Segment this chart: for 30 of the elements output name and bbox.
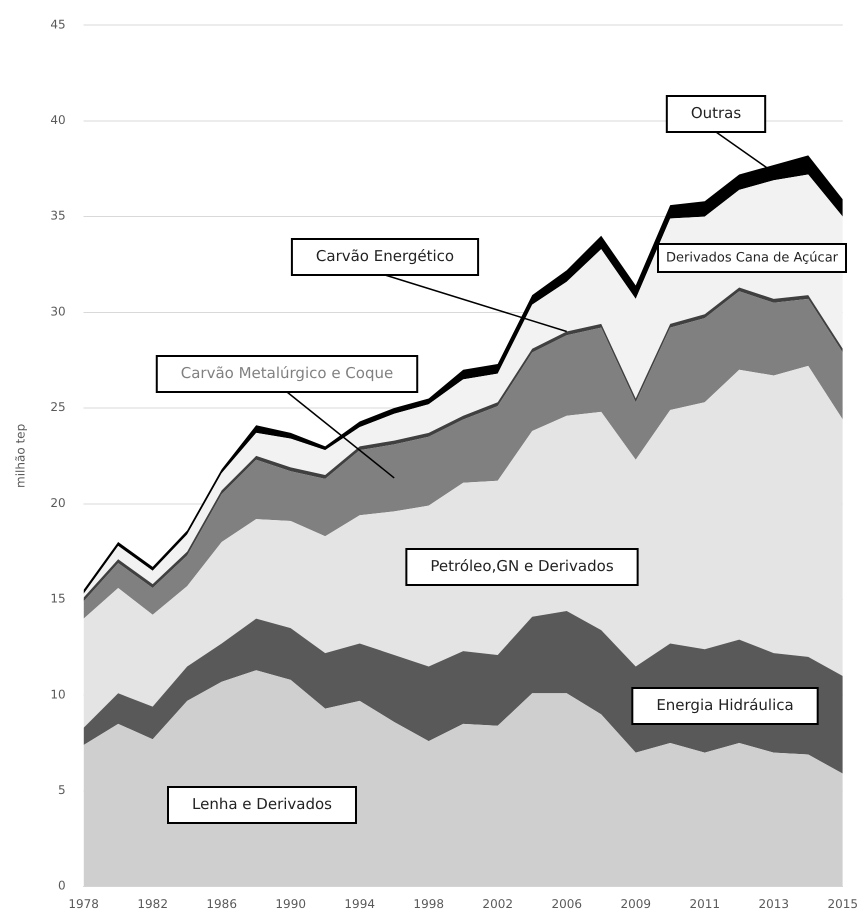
y-tick-label: 15 [50, 592, 66, 606]
y-tick-label: 35 [50, 208, 66, 223]
y-tick-label: 25 [50, 400, 66, 414]
series-label: Derivados Cana de Açúcar [666, 250, 839, 266]
y-tick-label: 30 [50, 304, 66, 318]
y-tick-label: 0 [58, 878, 66, 893]
series-label: Energia Hidráulica [656, 696, 794, 714]
y-axis-title: milhão tep [13, 424, 28, 488]
x-tick-label: 2006 [551, 896, 582, 911]
text: Carvão Energético [316, 246, 454, 265]
x-tick-label: 2013 [758, 896, 789, 911]
x-tick-label: 2002 [482, 896, 513, 911]
x-tick-label: 1990 [275, 896, 306, 911]
y-tick-label: 20 [50, 496, 66, 510]
x-tick-label: 2009 [620, 896, 651, 911]
series-label: Petróleo,GN e Derivados [430, 556, 614, 575]
y-tick-label: 10 [50, 687, 66, 702]
x-tick-label: 2011 [689, 896, 720, 911]
series-label: Lenha e Derivados [192, 794, 332, 813]
x-tick-label: 1982 [137, 896, 168, 911]
x-tick-label: 1998 [413, 896, 444, 911]
text: Carvão Metalúrgico e Coque [180, 364, 394, 382]
text: Outras [690, 104, 742, 122]
y-tick-label: 45 [50, 17, 66, 32]
x-tick-label: 1978 [68, 896, 99, 911]
x-tick-label: 1986 [206, 896, 237, 911]
y-tick-label: 40 [50, 113, 66, 128]
y-tick-label: 5 [58, 783, 66, 798]
x-tick-label: 1994 [344, 896, 375, 911]
x-tick-label: 2015 [827, 896, 858, 911]
